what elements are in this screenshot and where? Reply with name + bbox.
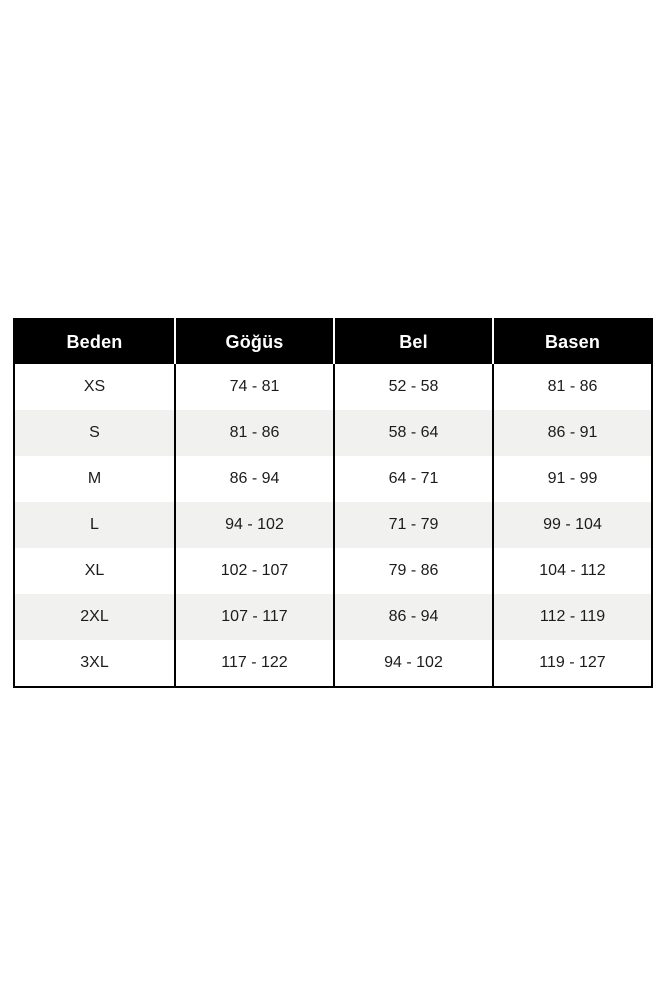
cell-size: XS: [14, 364, 175, 410]
cell-hip: 99 - 104: [492, 502, 652, 548]
cell-hip: 104 - 112: [492, 548, 652, 594]
header-waist: Bel: [333, 319, 493, 364]
cell-size: L: [14, 502, 175, 548]
table-row-2xl: 2XL 107 - 117 86 - 94 112 - 119: [14, 594, 652, 640]
cell-hip: 91 - 99: [492, 456, 652, 502]
cell-size: S: [14, 410, 175, 456]
header-row: Beden Göğüs Bel Basen: [14, 319, 652, 364]
cell-chest: 94 - 102: [174, 502, 334, 548]
header-size: Beden: [14, 319, 175, 364]
cell-waist: 52 - 58: [333, 364, 493, 410]
cell-size: M: [14, 456, 175, 502]
cell-waist: 64 - 71: [333, 456, 493, 502]
cell-waist: 86 - 94: [333, 594, 493, 640]
table-row-xs: XS 74 - 81 52 - 58 81 - 86: [14, 364, 652, 410]
table-row-3xl: 3XL 117 - 122 94 - 102 119 - 127: [14, 640, 652, 687]
cell-size: XL: [14, 548, 175, 594]
cell-size: 3XL: [14, 640, 175, 687]
cell-hip: 81 - 86: [492, 364, 652, 410]
cell-hip: 119 - 127: [492, 640, 652, 687]
header-chest: Göğüs: [174, 319, 334, 364]
cell-waist: 71 - 79: [333, 502, 493, 548]
cell-hip: 112 - 119: [492, 594, 652, 640]
size-chart-table: Beden Göğüs Bel Basen XS 74 - 81 52 - 58…: [13, 318, 653, 688]
cell-size: 2XL: [14, 594, 175, 640]
cell-chest: 102 - 107: [174, 548, 334, 594]
cell-chest: 107 - 117: [174, 594, 334, 640]
cell-hip: 86 - 91: [492, 410, 652, 456]
cell-chest: 81 - 86: [174, 410, 334, 456]
cell-waist: 79 - 86: [333, 548, 493, 594]
table-row-s: S 81 - 86 58 - 64 86 - 91: [14, 410, 652, 456]
cell-chest: 117 - 122: [174, 640, 334, 687]
cell-chest: 74 - 81: [174, 364, 334, 410]
table-row-xl: XL 102 - 107 79 - 86 104 - 112: [14, 548, 652, 594]
table-row-l: L 94 - 102 71 - 79 99 - 104: [14, 502, 652, 548]
cell-waist: 58 - 64: [333, 410, 493, 456]
table-row-m: M 86 - 94 64 - 71 91 - 99: [14, 456, 652, 502]
cell-waist: 94 - 102: [333, 640, 493, 687]
header-hip: Basen: [492, 319, 652, 364]
cell-chest: 86 - 94: [174, 456, 334, 502]
